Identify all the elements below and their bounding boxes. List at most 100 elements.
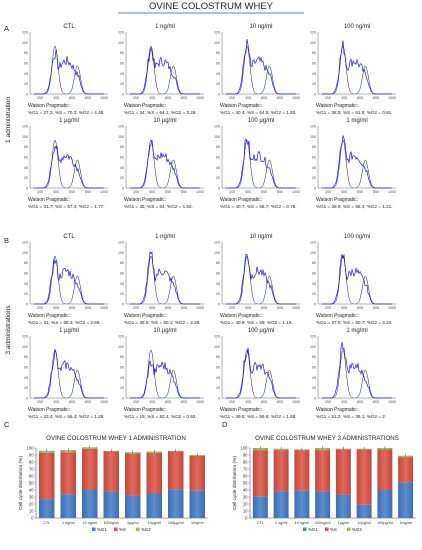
histogram-y-tick: 60: [312, 366, 316, 370]
histogram-y-tick: 0: [314, 397, 316, 401]
histogram-x-tick: 400: [245, 190, 251, 194]
histogram-y-tick: 80: [120, 261, 124, 265]
g1-fit-curve: [140, 255, 162, 305]
bar-segment-g1: [356, 504, 372, 518]
histogram-title: 100 µg/ml: [248, 328, 274, 334]
g2-fit-curve: [259, 159, 281, 189]
histogram-x-tick: 800: [181, 306, 187, 310]
histogram-trace: [130, 360, 200, 399]
g2-fit-curve: [67, 369, 89, 399]
histogram-x-tick: 200: [133, 400, 139, 404]
histogram-panel: 10 ng/ml 0 20 40 60 80 100 120 200 400 600 800 1000 W…: [214, 24, 300, 115]
bar-segment-g1: [315, 491, 331, 518]
histogram-y-tick: 100: [22, 135, 28, 139]
histogram-x-tick: 400: [341, 96, 347, 100]
y-tick-label: 70: [243, 467, 248, 472]
g2-fit-curve: [259, 65, 281, 95]
histogram-y-tick: 20: [216, 386, 220, 390]
histogram-y-tick: 120: [310, 31, 316, 35]
histogram-x-tick: 1000: [196, 400, 204, 404]
bar-chart-one-administration: OVINE COLOSTRUM WHEY 1 ADMINISTRATION Cel…: [18, 435, 208, 532]
histogram-y-tick: 0: [218, 93, 220, 97]
cell-cycle-stats: %G1 = 27.2; %S = 70.3; %G2 = 4.48.: [28, 110, 104, 115]
y-tick-label: 10: [29, 509, 34, 514]
histogram-title: 1 ng/ml: [155, 234, 175, 240]
histogram-y-tick: 80: [312, 355, 316, 359]
g1-fit-curve: [140, 45, 162, 95]
histogram-x-tick: 400: [53, 190, 59, 194]
x-tick-label: 100ng/ml: [103, 521, 119, 525]
g1-fit-curve: [236, 45, 258, 95]
bar-segment-s: [189, 455, 205, 491]
histogram-x-tick: 800: [85, 400, 91, 404]
histogram-x-tick: 200: [325, 400, 331, 404]
histogram-trace: [34, 145, 104, 189]
histogram-x-tick: 400: [149, 306, 155, 310]
bar-segment-s: [294, 450, 310, 491]
histogram-trace: [130, 139, 200, 189]
histogram-x-tick: 200: [133, 306, 139, 310]
histogram-x-tick: 400: [53, 400, 59, 404]
histogram-y-tick: 120: [22, 125, 28, 129]
cell-cycle-stats: %G1 = 38.5; %S = 61.9; %G2 = 0.91.: [316, 110, 392, 115]
histogram-x-tick: 400: [245, 400, 251, 404]
histogram-y-tick: 40: [312, 376, 316, 380]
histogram-panel: 10 ng/ml 0 20 40 60 80 100 120 200 400 600 800 1000 W…: [214, 234, 300, 325]
histogram-y-tick: 20: [120, 82, 124, 86]
histogram-y-tick: 20: [24, 386, 28, 390]
histogram-y-tick: 120: [214, 335, 220, 339]
histogram-y-tick: 60: [216, 366, 220, 370]
histogram-y-tick: 20: [120, 292, 124, 296]
histogram-x-tick: 1000: [196, 96, 204, 100]
histogram-x-tick: 600: [357, 400, 363, 404]
histogram-y-tick: 0: [26, 397, 28, 401]
section-label-one: 1 administration: [5, 97, 12, 143]
histogram-panel: 1 µg/ml 0 20 40 60 80 100 120 200 400 600 800 1000 Wa…: [22, 328, 108, 419]
legend-swatch: [325, 527, 329, 531]
bar-segment-g1: [294, 490, 310, 518]
histogram-y-tick: 40: [216, 72, 220, 76]
histogram-y-tick: 40: [24, 166, 28, 170]
watson-pragmatic-label: Watson Pragmatic:: [316, 313, 358, 319]
cell-cycle-stats: %G1 = 37.9; %S = 60.7; %G2 = 3.24.: [316, 320, 392, 325]
y-tick-label: 0: [245, 516, 248, 521]
y-tick-label: 80: [243, 460, 248, 465]
g1-fit-curve: [140, 139, 162, 189]
histogram-x-tick: 800: [277, 400, 283, 404]
histogram-y-tick: 80: [24, 261, 28, 265]
histogram-title: 1 mg/ml: [346, 328, 367, 334]
histogram-x-tick: 200: [37, 400, 43, 404]
histogram-x-tick: 600: [165, 96, 171, 100]
g1-fit-curve: [332, 349, 354, 399]
legend-label: %G1: [97, 527, 107, 532]
histogram-y-tick: 120: [22, 335, 28, 339]
bar-segment-s: [103, 451, 119, 492]
y-axis-label: Cell cycle distribution (%): [232, 456, 238, 510]
histogram-x-tick: 600: [69, 306, 75, 310]
histogram-panel: 10 µg/ml 0 20 40 60 80 100 120 200 400 600 800 1000 W…: [118, 118, 204, 209]
x-tick-label: 10 ng/ml: [295, 521, 310, 525]
histogram-panel: 100 ng/ml 0 20 40 60 80 100 120 200 400 600 800 1000…: [310, 24, 396, 115]
bar-segment-g1: [168, 489, 184, 518]
g2-fit-curve: [163, 275, 185, 305]
histogram-x-tick: 200: [37, 306, 43, 310]
histogram-y-tick: 80: [312, 145, 316, 149]
histogram-x-tick: 400: [341, 190, 347, 194]
histogram-y-tick: 100: [118, 345, 124, 349]
x-tick-label: 1µg/ml: [338, 521, 350, 525]
histogram-y-tick: 100: [118, 41, 124, 45]
histogram-panel: 100 ng/ml 0 20 40 60 80 100 120 200 400 600 800 1000…: [310, 234, 396, 325]
bar-segment-s: [39, 452, 55, 500]
histogram-y-tick: 0: [218, 303, 220, 307]
histogram-x-tick: 600: [165, 400, 171, 404]
watson-pragmatic-label: Watson Pragmatic:: [124, 407, 166, 413]
g1-fit-curve: [332, 255, 354, 305]
histogram-y-tick: 20: [312, 386, 316, 390]
histogram-y-tick: 0: [26, 187, 28, 191]
histogram-trace: [322, 254, 392, 305]
histogram-x-tick: 400: [149, 96, 155, 100]
g2-fit-curve: [163, 159, 185, 189]
bar-segment-s: [398, 457, 414, 483]
